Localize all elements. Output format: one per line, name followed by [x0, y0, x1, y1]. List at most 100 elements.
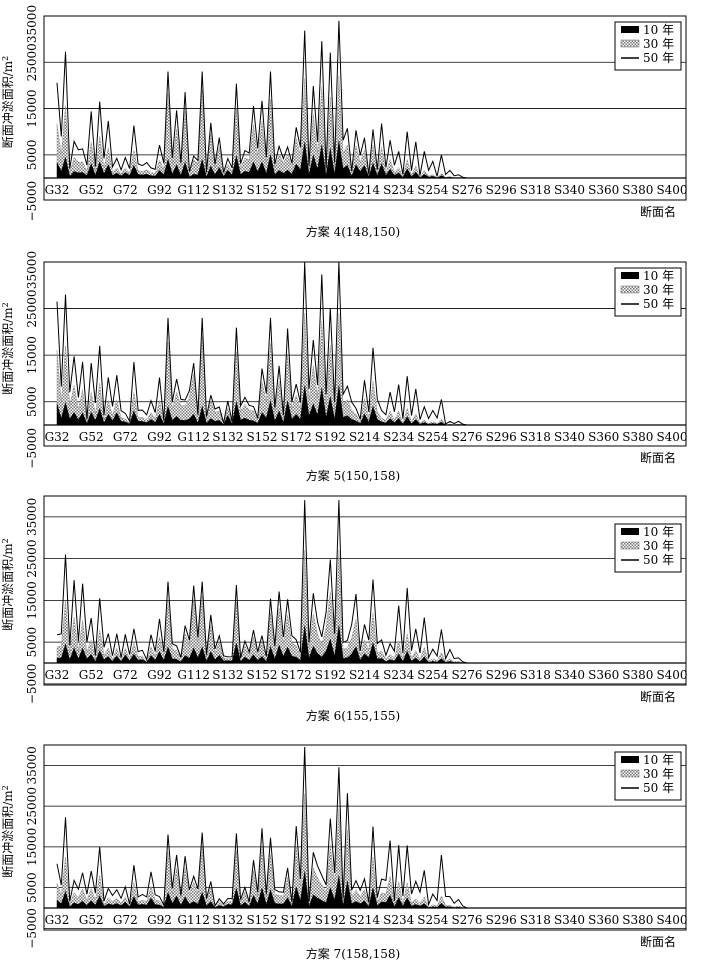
x-tick-label: G112: [177, 183, 210, 197]
x-tick-label: S152: [246, 183, 277, 197]
y-tick-label: −5000: [25, 664, 39, 705]
x-tick-label: S172: [281, 430, 312, 444]
x-tick-label: S380: [622, 430, 653, 444]
y-axis-label: 断面冲淤面积/m2: [0, 302, 15, 395]
series-30yr-area: [56, 793, 672, 909]
plot-frame: [43, 744, 687, 931]
x-tick-label: S132: [212, 668, 243, 682]
legend-swatch-10yr: [621, 756, 639, 763]
x-tick-label: S380: [622, 183, 653, 197]
x-tick-label: G92: [147, 183, 172, 197]
y-tick-label: 35000: [25, 746, 39, 784]
x-tick-label: G52: [79, 668, 104, 682]
x-tick-label: S132: [212, 183, 243, 197]
y-tick-label: 15000: [25, 581, 39, 619]
legend-swatch-10yr: [621, 26, 639, 33]
x-tick-label: S318: [520, 430, 551, 444]
x-tick-label: S254: [417, 668, 448, 682]
x-tick-label: G32: [45, 913, 70, 927]
x-tick-label: G72: [113, 430, 138, 444]
y-tick-label: 35000: [25, 5, 39, 43]
legend-label: 30 年: [643, 37, 674, 51]
x-tick-label: S340: [554, 430, 585, 444]
x-tick-label: G92: [147, 913, 172, 927]
chart-panel-4: −5000 5000 15000 25000 35000 断面冲淤面积/m2 G32 G52 G…: [0, 744, 688, 961]
y-tick-label: 25000: [25, 289, 39, 327]
x-tick-label: S234: [383, 183, 414, 197]
legend-label: 50 年: [643, 553, 674, 567]
x-tick-label: S234: [383, 430, 414, 444]
x-tick-label: G112: [177, 430, 210, 444]
series-50yr-line: [56, 500, 672, 664]
legend-label: 10 年: [643, 753, 674, 767]
y-tick-label: 25000: [25, 43, 39, 81]
panel-caption: 方案 6(155,155): [306, 708, 400, 723]
x-tick-label: G52: [79, 913, 104, 927]
x-tick-label: G32: [45, 668, 70, 682]
x-tick-label: S360: [588, 668, 619, 682]
y-tick-label: 5000: [25, 386, 39, 417]
x-tick-label: S360: [588, 913, 619, 927]
legend: 10 年30 年50 年: [614, 21, 682, 71]
x-tick-label: S400: [656, 430, 687, 444]
legend-label: 50 年: [643, 781, 674, 795]
y-tick-label: −5000: [25, 181, 39, 222]
legend-label: 10 年: [643, 23, 674, 37]
x-tick-label: G92: [147, 668, 172, 682]
x-tick-label: S192: [315, 913, 346, 927]
y-tick-label: −5000: [25, 428, 39, 469]
y-tick-label: 25000: [25, 787, 39, 825]
x-tick-label: S340: [554, 668, 585, 682]
x-tick-label: S234: [383, 668, 414, 682]
x-tick-label: S132: [212, 430, 243, 444]
x-axis-label: 断面名: [640, 934, 676, 949]
x-tick-label: G72: [113, 668, 138, 682]
x-tick-label: S380: [622, 913, 653, 927]
legend-swatch-10yr: [621, 272, 639, 279]
legend-label: 50 年: [643, 51, 674, 65]
x-tick-label: S400: [656, 668, 687, 682]
x-tick-label: S318: [520, 913, 551, 927]
y-axis-label: 断面冲淤面积/m2: [0, 538, 15, 631]
x-tick-label: G112: [177, 668, 210, 682]
legend-swatch-30yr: [620, 769, 640, 778]
y-tick-label: 5000: [25, 140, 39, 171]
x-tick-label: G72: [113, 913, 138, 927]
x-tick-label: S296: [486, 430, 517, 444]
plot-frame: [43, 495, 687, 686]
x-tick-label: S296: [486, 668, 517, 682]
x-tick-label: S296: [486, 183, 517, 197]
legend: 10 年30 年50 年: [614, 751, 682, 801]
x-tick-label: S192: [315, 430, 346, 444]
x-tick-label: G32: [45, 183, 70, 197]
x-tick-label: S152: [246, 913, 277, 927]
x-tick-label: S400: [656, 913, 687, 927]
x-tick-label: S214: [349, 430, 380, 444]
x-tick-label: S254: [417, 430, 448, 444]
x-tick-label: S132: [212, 913, 243, 927]
x-tick-label: S192: [315, 183, 346, 197]
x-tick-label: G92: [147, 430, 172, 444]
x-tick-label: S214: [349, 183, 380, 197]
x-tick-label: S276: [451, 430, 482, 444]
y-tick-label: 15000: [25, 89, 39, 127]
legend: 10 年30 年50 年: [614, 267, 682, 317]
legend-swatch-30yr: [620, 541, 640, 550]
x-tick-label: S254: [417, 913, 448, 927]
x-tick-label: S276: [451, 913, 482, 927]
x-tick-label: S152: [246, 668, 277, 682]
x-tick-label: S234: [383, 913, 414, 927]
y-tick-label: 5000: [25, 627, 39, 658]
x-axis-label: 断面名: [640, 689, 676, 704]
x-tick-label: S172: [281, 913, 312, 927]
x-tick-label: S214: [349, 668, 380, 682]
series-30yr-area: [56, 76, 672, 179]
panel-caption: 方案 7(158,158): [306, 946, 400, 961]
x-tick-label: S318: [520, 183, 551, 197]
x-tick-label: S340: [554, 913, 585, 927]
x-tick-label: S254: [417, 183, 448, 197]
x-tick-label: S400: [656, 183, 687, 197]
